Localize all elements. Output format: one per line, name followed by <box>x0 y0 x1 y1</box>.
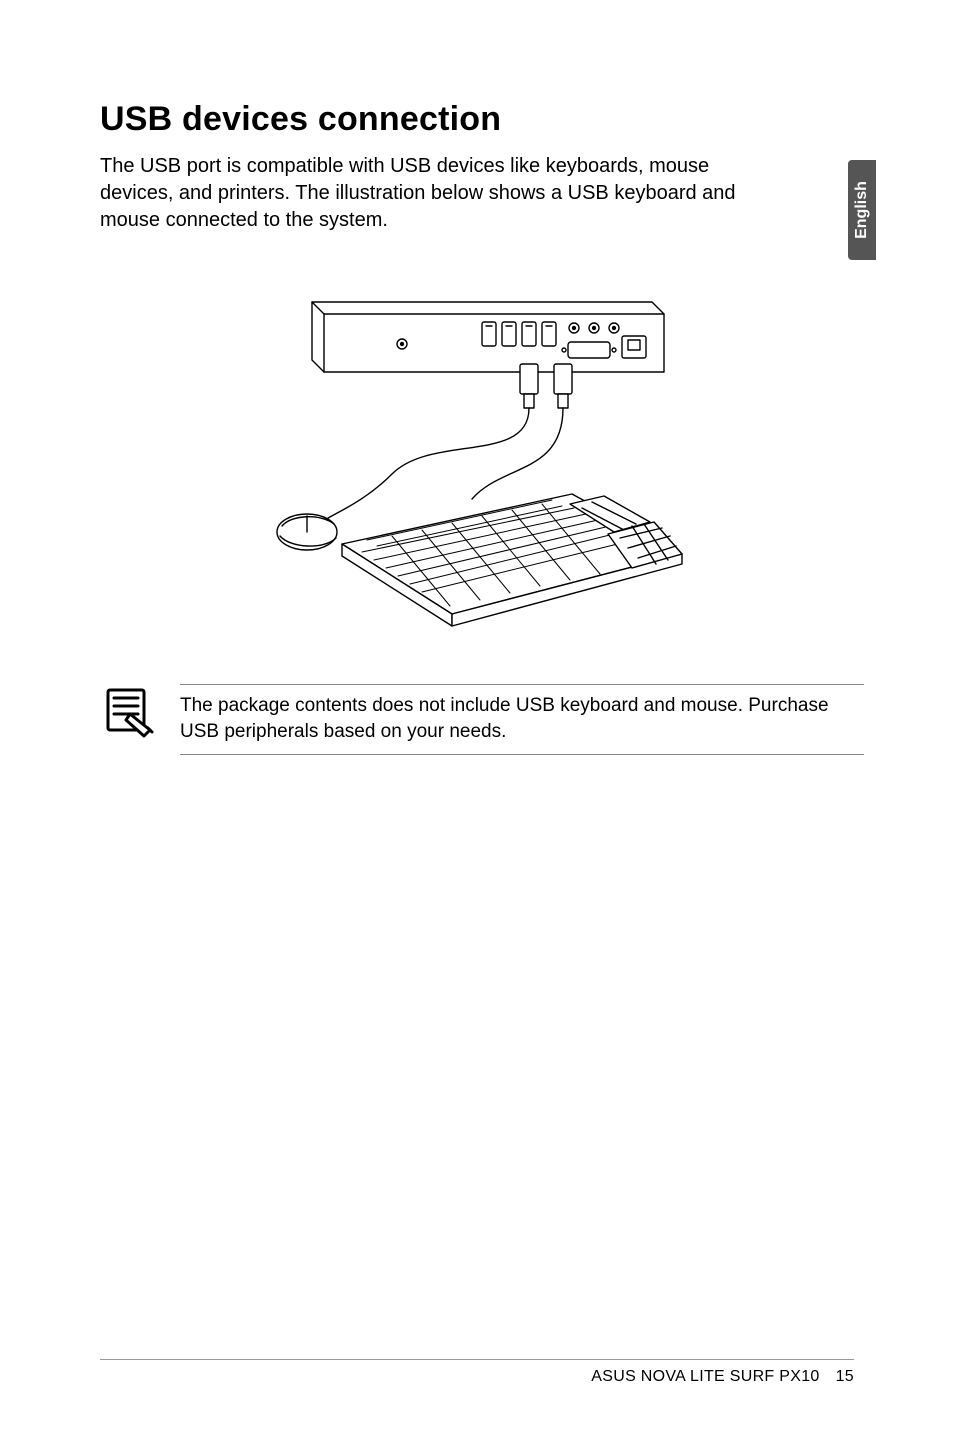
language-tab: English <box>848 160 876 260</box>
footer-product: ASUS NOVA LITE SURF PX10 <box>591 1368 819 1386</box>
manual-page: English USB devices connection The USB p… <box>0 0 954 1438</box>
intro-paragraph: The USB port is compatible with USB devi… <box>100 153 740 234</box>
usb-connection-illustration <box>252 264 712 644</box>
illustration-container <box>100 264 864 644</box>
page-heading: USB devices connection <box>100 100 864 139</box>
footer-page-number: 15 <box>836 1368 854 1386</box>
note-block: The package contents does not include US… <box>100 684 864 755</box>
language-tab-label: English <box>853 181 871 239</box>
note-icon <box>100 684 156 745</box>
note-text: The package contents does not include US… <box>180 684 864 755</box>
page-footer: ASUS NOVA LITE SURF PX10 15 <box>100 1359 854 1386</box>
